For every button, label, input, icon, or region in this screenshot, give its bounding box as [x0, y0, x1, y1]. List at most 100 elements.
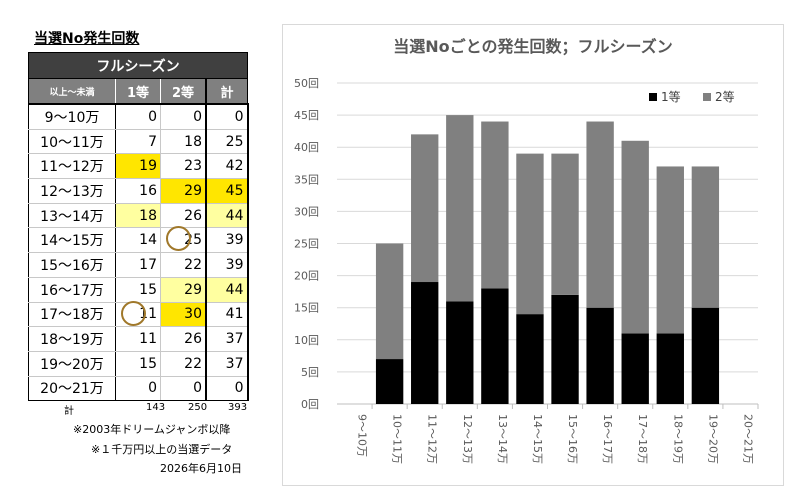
- cell-first: 14: [115, 227, 161, 254]
- cell-second-value: 18: [184, 133, 202, 150]
- x-tick-label: 16～17万: [601, 414, 614, 464]
- y-tick-label: 5回: [301, 366, 319, 379]
- cell-total-value: 42: [225, 158, 244, 175]
- cell-total: 45: [205, 178, 249, 204]
- cell-range-value: 13～14万: [40, 208, 104, 225]
- cell-total: 44: [205, 203, 249, 229]
- cell-second: 22: [160, 252, 207, 278]
- cell-range: 14～15万: [28, 227, 116, 254]
- table-row: 9～10万 0 0 0: [28, 104, 249, 130]
- bar-1st-prize: [656, 333, 684, 404]
- y-tick-label: 40回: [294, 141, 319, 154]
- cell-first-value: 19: [139, 158, 157, 175]
- cell-first: 0: [115, 104, 161, 130]
- cell-first: 11: [115, 300, 161, 328]
- cell-total: 37: [205, 351, 249, 377]
- cell-total-value: 41: [225, 306, 244, 323]
- cell-second: 26: [160, 203, 207, 229]
- table-main-header: フルシーズン: [28, 52, 248, 79]
- cell-total-value: 0: [234, 108, 244, 125]
- cell-second: 30: [160, 302, 207, 328]
- bar-2nd-prize: [656, 166, 684, 334]
- cell-first-value: 7: [148, 133, 157, 150]
- cell-first: 17: [115, 252, 161, 278]
- bar-1st-prize: [446, 301, 474, 404]
- highlight-circle: [121, 300, 146, 326]
- table-row: 12～13万 16 29 45: [28, 178, 249, 204]
- x-tick-label: 17～18万: [636, 414, 649, 464]
- cell-range-value: 17～18万: [40, 307, 104, 324]
- y-tick-label: 25回: [294, 238, 319, 251]
- col-header-total: 計: [205, 78, 248, 105]
- cell-range: 12～13万: [28, 178, 116, 204]
- cell-second-value: 0: [193, 108, 202, 125]
- cell-range-value: 15～16万: [40, 257, 104, 274]
- cell-first: 7: [115, 129, 161, 155]
- cell-range-value: 12～13万: [40, 183, 104, 200]
- cell-first: 0: [115, 376, 161, 402]
- cell-second: 0: [160, 376, 207, 402]
- cell-total-value: 44: [225, 281, 244, 298]
- x-tick-label: 19～20万: [706, 414, 719, 464]
- cell-first-value: 15: [139, 281, 157, 298]
- cell-total-value: 39: [225, 232, 244, 249]
- col-header-range: 以上～未満: [28, 78, 116, 105]
- bar-2nd-prize: [586, 121, 614, 308]
- cell-range-value: 11～12万: [40, 159, 104, 176]
- cell-range-value: 9～10万: [44, 109, 100, 126]
- table-row: 15～16万 17 22 39: [28, 252, 249, 278]
- x-tick-label: 15～16万: [566, 414, 579, 464]
- cell-first: 15: [115, 351, 161, 377]
- cell-second: 0: [160, 104, 207, 130]
- cell-first: 19: [115, 153, 161, 180]
- cell-second: 23: [160, 153, 207, 180]
- cell-second: 18: [160, 129, 207, 155]
- cell-range-value: 16～17万: [40, 282, 104, 299]
- cell-total: 41: [205, 302, 249, 328]
- x-tick-label: 20～21万: [741, 414, 754, 464]
- stacked-bar-chart: 0回 5回 10回 15回 20回 25回 30回 35回 40回 45回 50回 9～10万 10～1…: [294, 77, 759, 464]
- bar-2nd-prize: [621, 140, 649, 334]
- cell-second: 29: [160, 178, 207, 204]
- stats-table: フルシーズン 以上～未満 1等 2等 計 9～10万 0 0 0 10～11万 7 18 25…: [28, 52, 249, 402]
- legend-swatch-1st: [649, 93, 657, 101]
- table-row: 18～19万 11 26 37: [28, 326, 249, 352]
- table-row: 13～14万 18 26 44: [28, 203, 249, 229]
- bar-1st-prize: [516, 314, 544, 404]
- cell-first-value: 17: [139, 256, 157, 273]
- cell-second: 26: [160, 326, 207, 352]
- y-tick-label: 0回: [301, 398, 319, 411]
- bar-1st-prize: [621, 333, 649, 404]
- cell-range-value: 19～20万: [40, 356, 104, 373]
- cell-second: 22: [160, 351, 207, 377]
- note-line2: ※１千万円以上の当選データ: [91, 443, 233, 456]
- cell-first-value: 14: [139, 232, 157, 249]
- y-tick-label: 10回: [294, 334, 319, 347]
- cell-range: 19～20万: [28, 351, 116, 377]
- bar-1st-prize: [691, 307, 720, 404]
- x-tick-label: 18～19万: [671, 414, 684, 464]
- bar-2nd-prize: [481, 121, 509, 289]
- note-line1: ※2003年ドリームジャンボ以降: [73, 423, 231, 436]
- y-tick-label: 50回: [294, 77, 319, 90]
- cell-first: 11: [115, 326, 161, 352]
- bar-2nd-prize: [375, 243, 404, 360]
- x-tick-label: 13～14万: [496, 414, 509, 464]
- cell-range: 9～10万: [28, 104, 116, 130]
- bar-1st-prize: [551, 294, 579, 404]
- col-header-first: 1等: [115, 78, 161, 105]
- cell-second-value: 29: [184, 182, 202, 199]
- cell-second-value: 23: [184, 158, 202, 175]
- cell-total-value: 25: [225, 133, 244, 150]
- y-tick-label: 20回: [294, 270, 319, 283]
- cell-total: 39: [205, 227, 249, 254]
- legend-label-1st: 1等: [661, 90, 681, 104]
- bar-1st-prize: [481, 288, 509, 404]
- cell-range-value: 10～11万: [40, 134, 104, 151]
- cell-range: 16～17万: [28, 277, 116, 303]
- table-row: 16～17万 15 29 44: [28, 277, 249, 303]
- chart-title: 当選Noごとの発生回数；フルシーズン: [393, 37, 673, 56]
- cell-first-value: 15: [139, 355, 157, 372]
- cell-range-value: 20～21万: [40, 381, 104, 398]
- cell-total-value: 0: [234, 380, 244, 397]
